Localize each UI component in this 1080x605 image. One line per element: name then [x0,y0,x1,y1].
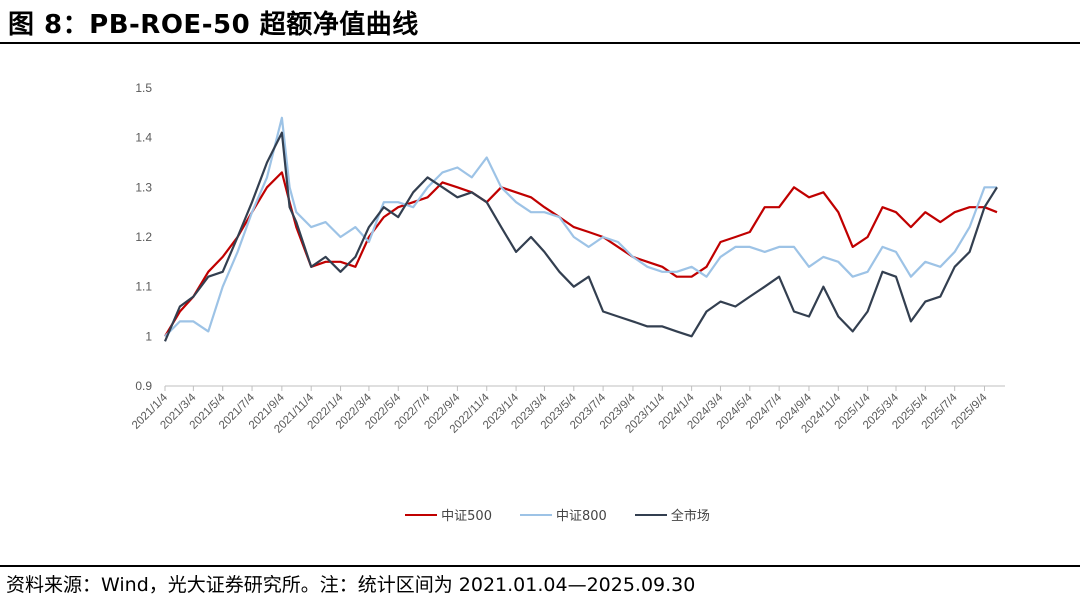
chart-area: 0.9 1 1.1 1.2 1.3 1.4 1.5 2021/1/4 2021/3/4 2021/… [65,58,1050,555]
series-line [164,116,997,338]
legend-swatch [405,513,438,516]
legend-item: 中证500 [405,505,492,524]
title-rule [0,42,1080,44]
legend-swatch [519,513,552,516]
source-note: 资料来源：Wind，光大证券研究所。注：统计区间为 2021.01.04—202… [6,574,696,596]
y-tick-label: 1.4 [135,131,152,145]
legend-swatch [634,513,667,516]
y-tick-label: 1.1 [135,280,152,294]
legend-item: 全市场 [634,505,710,525]
series-line [163,131,998,342]
chart-legend: 中证500 中证800 全市场 [65,505,1050,524]
legend-label: 中证800 [555,509,607,525]
legend-label: 全市场 [670,509,710,525]
y-tick-label: 1 [145,329,152,343]
y-tick-label: 1.5 [135,81,152,95]
y-tick-label: 1.2 [135,230,152,244]
legend-label: 中证500 [441,509,492,525]
y-tick-label: 0.9 [135,379,152,393]
legend-item: 中证800 [519,505,607,525]
figure-title: 图 8：PB-ROE-50 超额净值曲线 [8,10,419,40]
y-tick-label: 1.3 [135,180,152,194]
source-rule [0,565,1080,567]
line-chart: 0.911.11.21.31.41.52021/1/42021/3/42021/… [130,81,1005,436]
series-line [164,171,998,337]
